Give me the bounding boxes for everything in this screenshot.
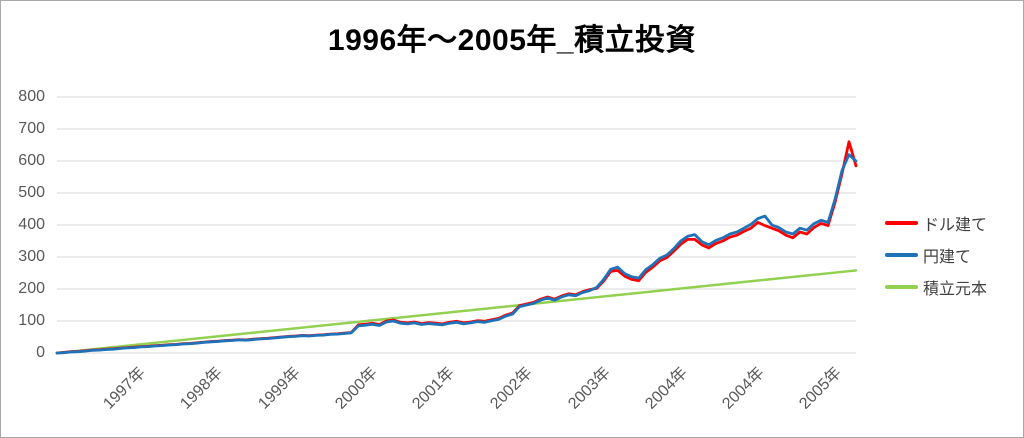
y-axis-tick-label: 700 [18,120,45,137]
legend-swatch-yen-line [885,252,918,257]
legend-item-yen: 円建て [885,244,987,266]
series-line-2 [55,269,858,355]
y-axis-tick-label: 100 [18,312,45,329]
legend-label-dollar: ドル建て [923,216,988,234]
gridlines [57,96,856,354]
y-axis-tick-label: 500 [18,184,45,201]
y-axis-tick-label: 0 [36,344,45,361]
legend-label-yen: 円建て [923,248,972,266]
y-axis-tick-label: 200 [18,280,45,297]
chart-title: 1996年～2005年_積立投資 [327,24,697,57]
y-axis-tick-label: 300 [18,248,45,265]
series-line-1 [55,153,858,355]
y-axis-tick-label: 400 [18,216,45,233]
legend-item-principal: 積立元本 [885,276,988,298]
y-axis-tick-label: 600 [18,152,45,169]
legend-swatch-principal-line [885,284,918,289]
legend: ドル建て 円建て 積立元本 [885,212,988,298]
y-axis-tick-label: 800 [18,88,45,105]
legend-label-principal: 積立元本 [923,280,988,298]
legend-swatch-dollar-line [885,220,918,225]
legend-item-dollar: ドル建て [885,212,988,234]
